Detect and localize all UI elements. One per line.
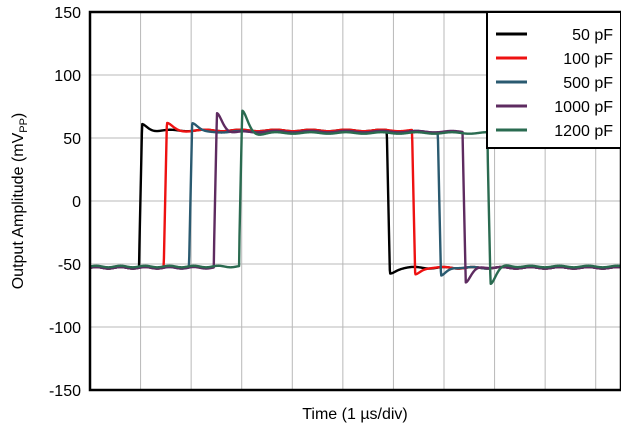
legend-label: 1000 pF bbox=[554, 99, 613, 116]
y-axis-title-main: Output Amplitude (mV bbox=[10, 132, 27, 289]
legend-label: 500 pF bbox=[563, 75, 613, 92]
y-tick-label: -50 bbox=[58, 257, 81, 274]
legend: 50 pF 100 pF 500 pF 1000 pF 1200 pF bbox=[486, 11, 621, 149]
y-tick-label: 150 bbox=[54, 5, 81, 22]
x-axis-title: Time (1 µs/div) bbox=[302, 406, 408, 423]
legend-label: 50 pF bbox=[572, 27, 613, 44]
series-line bbox=[89, 109, 621, 286]
y-axis-title-subscript: PP bbox=[18, 118, 30, 133]
legend-label: 1200 pF bbox=[554, 123, 613, 140]
y-tick-label: 100 bbox=[54, 68, 81, 85]
y-tick-label: 0 bbox=[72, 194, 81, 211]
series-layer bbox=[89, 109, 621, 286]
y-tick-label: -150 bbox=[49, 383, 81, 400]
legend-label: 100 pF bbox=[563, 51, 613, 68]
y-axis-title-close: ) bbox=[10, 113, 27, 118]
y-tick-label: -100 bbox=[49, 320, 81, 337]
plot-frame bbox=[88, 10, 621, 392]
y-tick-label: 50 bbox=[63, 131, 81, 148]
y-axis-title: Output Amplitude (mVPP) bbox=[10, 113, 30, 290]
series-line bbox=[89, 112, 621, 284]
y-axis-ticks: -150 -100 -50 0 50 100 150 bbox=[49, 5, 81, 400]
